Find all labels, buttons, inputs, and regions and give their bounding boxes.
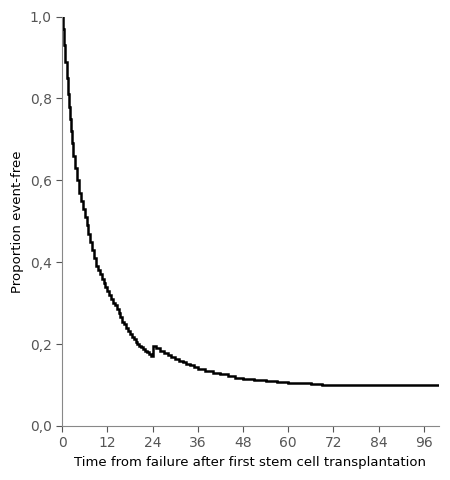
Y-axis label: Proportion event-free: Proportion event-free xyxy=(11,150,24,292)
X-axis label: Time from failure after first stem cell transplantation: Time from failure after first stem cell … xyxy=(75,456,427,469)
